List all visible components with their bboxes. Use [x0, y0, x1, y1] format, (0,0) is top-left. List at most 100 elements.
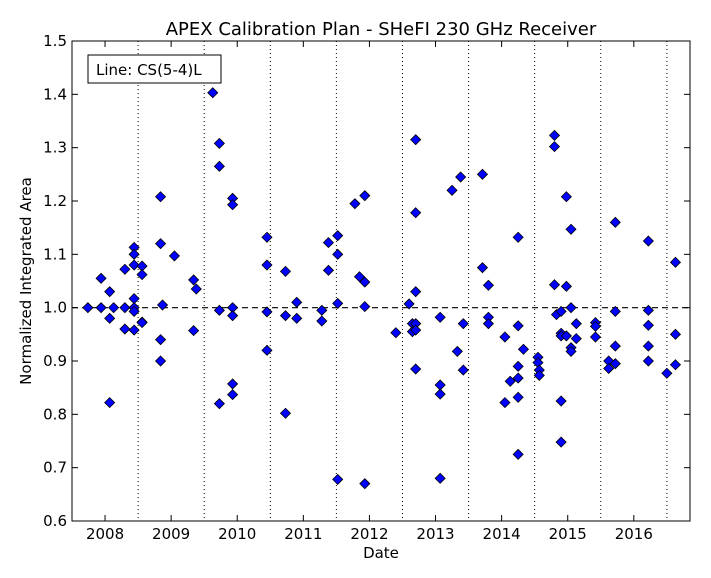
y-tick-label: 1.4	[43, 85, 67, 103]
annotation-text: Line: CS(5-4)L	[96, 61, 202, 79]
data-point	[353, 271, 366, 283]
y-axis-label: Normalized Integrated Area	[17, 177, 35, 385]
data-point	[512, 391, 524, 403]
x-tick-labels: 2008 2009 2010 2011 2012 2013 2014 2015 2016	[86, 525, 653, 543]
x-tick-label: 2011	[284, 525, 322, 543]
data-point	[155, 238, 167, 250]
data-point	[560, 191, 572, 203]
data-point	[410, 286, 422, 298]
data-point	[227, 310, 239, 322]
data-point	[455, 171, 467, 183]
data-point	[279, 265, 292, 277]
data-point	[291, 312, 303, 324]
data-point	[279, 407, 292, 419]
data-point	[332, 248, 344, 260]
data-point	[589, 331, 602, 343]
data-point	[669, 328, 682, 340]
data-point	[512, 372, 524, 384]
data-point	[104, 397, 116, 409]
data-point	[446, 184, 458, 196]
data-point	[504, 375, 516, 387]
data-point	[190, 283, 202, 295]
data-point	[451, 345, 463, 357]
data-point	[565, 302, 577, 314]
data-point	[548, 141, 561, 153]
data-point	[512, 448, 524, 460]
data-point	[609, 340, 621, 352]
data-point	[213, 137, 225, 149]
data-point	[261, 259, 273, 271]
data-point	[155, 334, 167, 346]
data-point	[359, 190, 371, 202]
data-point	[188, 325, 200, 337]
data-point	[533, 369, 545, 381]
data-point	[403, 298, 415, 310]
x-tick-label: 2012	[350, 525, 388, 543]
data-point	[128, 305, 140, 317]
data-point	[560, 280, 572, 292]
data-point	[499, 331, 511, 343]
data-point	[188, 274, 200, 286]
data-point	[512, 360, 524, 372]
y-tick-label: 1.2	[43, 192, 67, 210]
data-point	[332, 473, 344, 485]
data-point	[434, 472, 446, 484]
data-point	[95, 302, 107, 314]
y-tick-label: 1.1	[43, 245, 67, 263]
data-point	[482, 279, 494, 291]
data-point	[359, 276, 371, 288]
data-point	[410, 134, 422, 146]
data-point	[207, 87, 219, 99]
data-point	[322, 237, 335, 249]
vertical-dotted-lines	[137, 41, 668, 521]
data-point	[332, 230, 344, 242]
data-point	[565, 345, 577, 357]
data-point	[136, 269, 148, 281]
data-point	[499, 397, 511, 409]
x-tick-label: 2016	[615, 525, 653, 543]
data-point	[434, 388, 446, 400]
data-point	[434, 311, 446, 323]
chart-title: APEX Calibration Plan - SHeFI 230 GHz Re…	[166, 19, 597, 40]
data-point	[570, 333, 582, 345]
x-tick-label: 2008	[86, 525, 124, 543]
data-point	[108, 302, 120, 314]
data-point	[316, 304, 328, 316]
data-point	[517, 343, 530, 355]
data-point	[410, 324, 422, 336]
data-point	[291, 296, 303, 308]
data-point	[642, 340, 654, 352]
data-point	[359, 478, 371, 490]
y-tick-label: 0.9	[43, 352, 67, 370]
y-tick-label: 1.5	[43, 32, 67, 50]
data-point	[609, 216, 621, 228]
data-point	[213, 160, 225, 172]
data-point	[642, 235, 654, 247]
data-point	[279, 310, 292, 322]
data-point	[570, 318, 582, 330]
data-point	[156, 299, 169, 311]
data-point	[565, 223, 577, 235]
data-point	[136, 317, 148, 329]
data-point	[128, 324, 140, 336]
data-point	[603, 362, 615, 375]
data-point	[104, 286, 116, 298]
data-point	[669, 256, 682, 268]
data-point	[512, 320, 524, 332]
data-point	[669, 359, 682, 371]
data-point	[642, 355, 654, 367]
data-point	[332, 297, 344, 309]
x-tick-label: 2010	[218, 525, 256, 543]
y-tick-labels: 0.6 0.7 0.8 0.9 1.0 1.1 1.2 1.3 1.4 1.5	[43, 32, 67, 530]
data-point	[661, 367, 673, 379]
x-tick-label: 2013	[416, 525, 454, 543]
data-point	[128, 259, 140, 271]
data-point	[227, 378, 239, 390]
data-point	[476, 262, 489, 274]
data-point	[410, 207, 422, 219]
data-point	[227, 389, 239, 401]
data-point	[261, 344, 273, 356]
y-tick-label: 1.3	[43, 139, 67, 157]
y-tick-label: 0.6	[43, 512, 67, 530]
